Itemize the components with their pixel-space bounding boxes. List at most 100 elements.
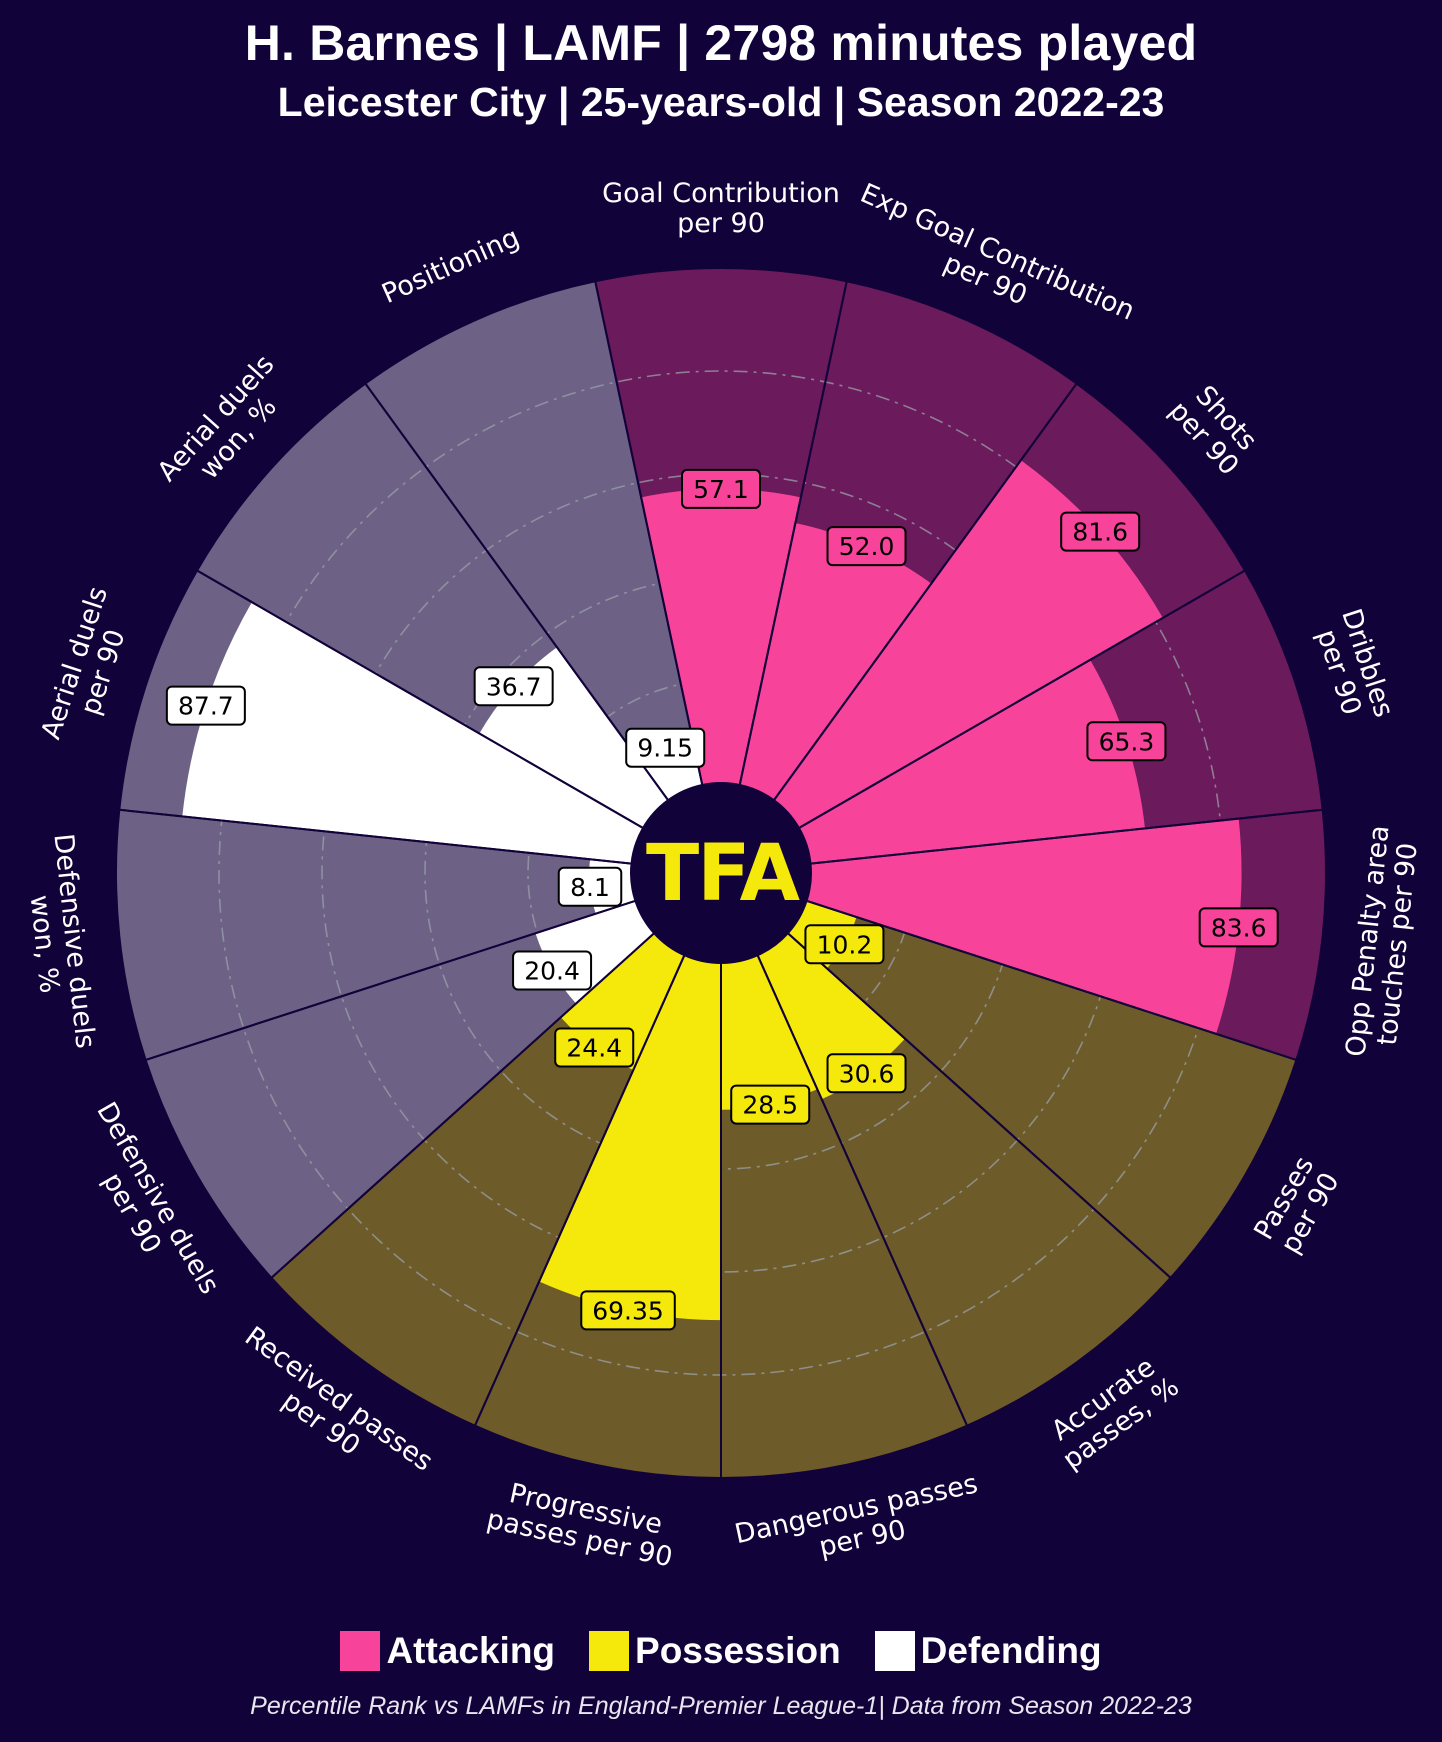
param-label-opp-penalty-area-touches-per-90: Opp Penalty areatouches per 90 bbox=[1340, 824, 1425, 1062]
value-label-aerial-duels-won: 36.7 bbox=[473, 666, 554, 707]
slice-border-progressive-passes-per-90 bbox=[473, 953, 722, 1480]
value-label-text: 57.1 bbox=[693, 475, 749, 504]
legend-item-defending: Defending bbox=[874, 1630, 1102, 1672]
value-label-text: 81.6 bbox=[1072, 518, 1128, 547]
slice-border-aerial-duels-won bbox=[195, 382, 670, 830]
value-label-box bbox=[826, 526, 907, 567]
value-label-box bbox=[826, 1053, 907, 1094]
value-label-dribbles-per-90: 65.3 bbox=[1086, 721, 1167, 762]
value-label-box bbox=[804, 924, 885, 965]
value-label-opp-penalty-area-touches-per-90: 83.6 bbox=[1198, 907, 1279, 948]
value-label-text: 69.35 bbox=[592, 1296, 664, 1325]
param-label-line: Positioning bbox=[377, 222, 524, 310]
slice-border-goal-contribution-per-90 bbox=[594, 267, 848, 787]
value-label-box bbox=[473, 666, 554, 707]
param-label-goal-contribution-per-90: Goal Contribution per 90 bbox=[602, 178, 840, 239]
value-label-text: 10.2 bbox=[817, 930, 873, 959]
legend-label-possession: Possession bbox=[635, 1630, 841, 1671]
slice-border-accurate-passes bbox=[756, 931, 1173, 1428]
chart-legend: Attacking Possession Defending bbox=[0, 1630, 1442, 1672]
value-label-text: 87.7 bbox=[178, 692, 234, 721]
slice-border-received-passes-per-90 bbox=[269, 931, 686, 1428]
slice-bg-defensive-duels-per-90 bbox=[145, 900, 655, 1278]
slice-value-goal-contribution-per-90 bbox=[641, 488, 801, 785]
slice-border-defensive-duels-per-90 bbox=[144, 899, 656, 1280]
value-label-box bbox=[557, 866, 623, 907]
value-label-received-passes-per-90: 24.4 bbox=[554, 1027, 635, 1068]
param-label-dangerous-passes-per-90: Dangerous passesper 90 bbox=[732, 1468, 987, 1579]
tfa-logo: TFA bbox=[646, 829, 800, 919]
slice-border-exp-goal-contribution-per-90 bbox=[738, 280, 1079, 802]
legend-label-defending: Defending bbox=[920, 1630, 1102, 1671]
slice-bg-passes-per-90 bbox=[787, 900, 1297, 1278]
value-label-box bbox=[512, 950, 593, 991]
param-label-line: Goal Contribution bbox=[602, 178, 840, 209]
slice-value-exp-goal-contribution-per-90 bbox=[739, 523, 932, 801]
param-label-aerial-duels-per-90: Aerial duelsper 90 bbox=[36, 583, 143, 752]
value-label-dangerous-passes-per-90: 28.5 bbox=[730, 1084, 811, 1125]
legend-swatch-possession bbox=[589, 1631, 630, 1671]
chart-footer: Percentile Rank vs LAMFs in England-Prem… bbox=[250, 1692, 1192, 1720]
value-label-positioning: 9.15 bbox=[625, 727, 706, 768]
param-label-line: per 90 bbox=[677, 208, 765, 239]
value-label-text: 36.7 bbox=[486, 672, 542, 701]
value-label-text: 8.1 bbox=[570, 873, 610, 902]
value-label-box bbox=[554, 1027, 635, 1068]
value-label-box bbox=[625, 727, 706, 768]
slice-border-positioning bbox=[363, 280, 704, 802]
slice-bg-defensive-duels-won bbox=[115, 809, 636, 1060]
value-label-shots-per-90: 81.6 bbox=[1060, 511, 1141, 552]
slice-bg-positioning bbox=[365, 281, 703, 801]
value-label-text: 24.4 bbox=[566, 1033, 622, 1062]
value-label-box bbox=[1198, 907, 1279, 948]
value-label-exp-goal-contribution-per-90: 52.0 bbox=[826, 526, 907, 567]
param-label-progressive-passes-per-90: Progressivepasses per 90 bbox=[484, 1474, 681, 1573]
value-label-box bbox=[681, 468, 761, 509]
chart-title: H. Barnes | LAMF | 2798 minutes played bbox=[244, 15, 1198, 71]
legend-item-attacking: Attacking bbox=[340, 1630, 555, 1672]
slice-value-shots-per-90 bbox=[773, 460, 1163, 828]
param-label-dribbles-per-90: Dribblesper 90 bbox=[1307, 605, 1400, 730]
value-label-text: 65.3 bbox=[1099, 727, 1155, 756]
slice-value-dribbles-per-90 bbox=[798, 659, 1145, 864]
slice-value-dangerous-passes-per-90 bbox=[721, 955, 818, 1110]
value-label-text: 28.5 bbox=[742, 1091, 798, 1120]
value-label-goal-contribution-per-90: 57.1 bbox=[681, 468, 761, 509]
value-label-box bbox=[1086, 721, 1167, 762]
value-label-progressive-passes-per-90: 69.35 bbox=[580, 1290, 676, 1331]
slice-value-progressive-passes-per-90 bbox=[539, 955, 721, 1321]
legend-label-attacking: Attacking bbox=[386, 1630, 556, 1671]
center-circle bbox=[633, 785, 809, 961]
slice-value-opp-penalty-area-touches-per-90 bbox=[806, 818, 1242, 1034]
value-label-accurate-passes: 30.6 bbox=[826, 1053, 907, 1094]
value-label-text: 9.15 bbox=[637, 734, 693, 763]
param-label-positioning: Positioning bbox=[377, 222, 524, 310]
value-label-text: 52.0 bbox=[839, 532, 895, 561]
value-label-text: 30.6 bbox=[839, 1059, 895, 1088]
param-label-passes-per-90: Passesper 90 bbox=[1248, 1151, 1346, 1260]
param-label-defensive-duels-won: Defensive duelswon, % bbox=[18, 832, 101, 1053]
value-label-box bbox=[730, 1084, 811, 1125]
legend-swatch-defending bbox=[874, 1631, 915, 1671]
param-label-shots-per-90: Shotsper 90 bbox=[1163, 375, 1267, 481]
slice-border-passes-per-90 bbox=[786, 899, 1298, 1280]
slice-value-aerial-duels-per-90 bbox=[182, 602, 644, 864]
value-label-box bbox=[165, 685, 246, 726]
slice-border-dangerous-passes-per-90 bbox=[720, 953, 969, 1480]
value-label-text: 20.4 bbox=[524, 957, 580, 986]
value-label-defensive-duels-won: 8.1 bbox=[557, 866, 623, 907]
legend-swatch-attacking bbox=[340, 1631, 381, 1671]
value-label-aerial-duels-per-90: 87.7 bbox=[165, 685, 246, 726]
value-label-text: 83.6 bbox=[1211, 913, 1267, 942]
slice-border-aerial-duels-per-90 bbox=[118, 569, 645, 865]
chart-subtitle: Leicester City | 25-years-old | Season 2… bbox=[277, 79, 1165, 125]
slice-border-shots-per-90 bbox=[772, 382, 1247, 830]
value-label-passes-per-90: 10.2 bbox=[804, 924, 885, 965]
slice-border-opp-penalty-area-touches-per-90 bbox=[805, 808, 1327, 1062]
value-label-defensive-duels-per-90: 20.4 bbox=[512, 950, 593, 991]
value-label-box bbox=[580, 1290, 676, 1331]
value-label-box bbox=[1060, 511, 1141, 552]
legend-item-possession: Possession bbox=[589, 1630, 841, 1672]
slice-border-defensive-duels-won bbox=[115, 808, 637, 1062]
